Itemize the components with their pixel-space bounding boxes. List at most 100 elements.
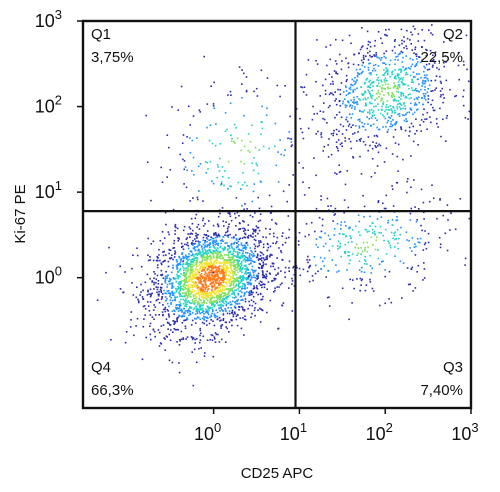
event-dot — [207, 268, 210, 270]
event-dot — [385, 57, 387, 59]
event-dot — [212, 240, 214, 242]
event-dot — [345, 116, 348, 119]
event-dot — [421, 29, 423, 31]
event-dot — [234, 217, 237, 219]
event-dot — [235, 237, 238, 240]
event-dot — [201, 290, 204, 292]
event-dot — [302, 137, 305, 140]
event-dot — [181, 287, 184, 290]
event-dot — [207, 312, 209, 314]
event-dot — [218, 296, 220, 298]
event-dot — [351, 229, 354, 231]
event-dot — [178, 344, 181, 346]
event-dot — [317, 270, 319, 273]
event-dot — [206, 241, 208, 243]
event-dot — [201, 284, 204, 286]
event-dot — [380, 59, 382, 61]
event-dot — [196, 337, 198, 340]
event-dot — [410, 97, 412, 99]
event-dot — [394, 111, 397, 114]
event-dot — [200, 265, 202, 268]
event-dot — [187, 291, 189, 293]
event-dot — [298, 162, 300, 164]
event-dot — [394, 99, 396, 101]
event-dot — [426, 49, 428, 52]
event-dot — [426, 91, 429, 93]
event-dot — [203, 247, 206, 249]
event-dot — [209, 160, 212, 163]
event-dot — [227, 292, 230, 294]
event-dot — [194, 342, 196, 344]
event-dot — [155, 286, 157, 288]
event-dot — [191, 289, 194, 291]
event-dot — [147, 259, 150, 262]
event-dot — [219, 310, 221, 312]
event-dot — [394, 246, 396, 248]
event-dot — [355, 243, 358, 246]
event-dot — [182, 134, 185, 136]
event-dot — [172, 277, 175, 279]
event-dot — [179, 258, 182, 261]
event-dot — [364, 263, 366, 265]
event-dot — [206, 244, 209, 246]
plot-frame — [81, 19, 473, 410]
event-dot — [280, 251, 283, 254]
event-dot — [208, 301, 211, 303]
event-dot — [256, 278, 258, 280]
event-dot — [163, 237, 166, 239]
event-dot — [190, 232, 192, 235]
event-dot — [230, 319, 233, 322]
event-dot — [178, 292, 180, 294]
event-dot — [204, 240, 207, 242]
event-dot — [165, 270, 167, 273]
event-dot — [210, 269, 213, 272]
event-dot — [262, 253, 265, 256]
event-dot — [425, 63, 428, 66]
event-dot — [432, 197, 435, 200]
event-dot — [249, 282, 252, 284]
event-dot — [209, 242, 212, 244]
event-dot — [207, 264, 210, 267]
event-dot — [206, 230, 209, 232]
event-dot — [136, 286, 138, 288]
event-dot — [395, 75, 397, 77]
event-dot — [245, 256, 247, 258]
event-dot — [220, 242, 222, 245]
event-dot — [232, 287, 235, 289]
event-dot — [395, 77, 397, 80]
event-dot — [315, 243, 317, 246]
event-dot — [381, 42, 383, 44]
event-dot — [226, 242, 228, 244]
event-dot — [203, 355, 206, 357]
event-dot — [386, 35, 388, 37]
event-dot — [225, 326, 227, 328]
event-dot — [225, 254, 228, 256]
event-dot — [176, 266, 178, 268]
event-dot — [312, 105, 314, 108]
event-dot — [352, 63, 355, 66]
event-dot — [222, 176, 224, 178]
event-dot — [375, 105, 377, 107]
event-dot — [240, 255, 242, 257]
event-dot — [413, 246, 416, 248]
event-dot — [184, 267, 186, 270]
event-dot — [169, 324, 172, 326]
event-dot — [362, 61, 364, 64]
event-dot — [394, 128, 397, 131]
event-dot — [218, 282, 220, 285]
event-dot — [246, 257, 248, 259]
event-dot — [253, 285, 255, 287]
event-dot — [241, 244, 244, 247]
event-dot — [193, 303, 196, 305]
event-dot — [389, 246, 392, 249]
event-dot — [161, 296, 163, 299]
event-dot — [359, 68, 361, 71]
tick-base: 10 — [35, 268, 55, 288]
event-dot — [243, 258, 246, 261]
event-dot — [363, 216, 365, 218]
event-dot — [330, 133, 333, 135]
event-dot — [219, 294, 221, 296]
event-dot — [143, 318, 145, 320]
event-dot — [227, 230, 229, 232]
